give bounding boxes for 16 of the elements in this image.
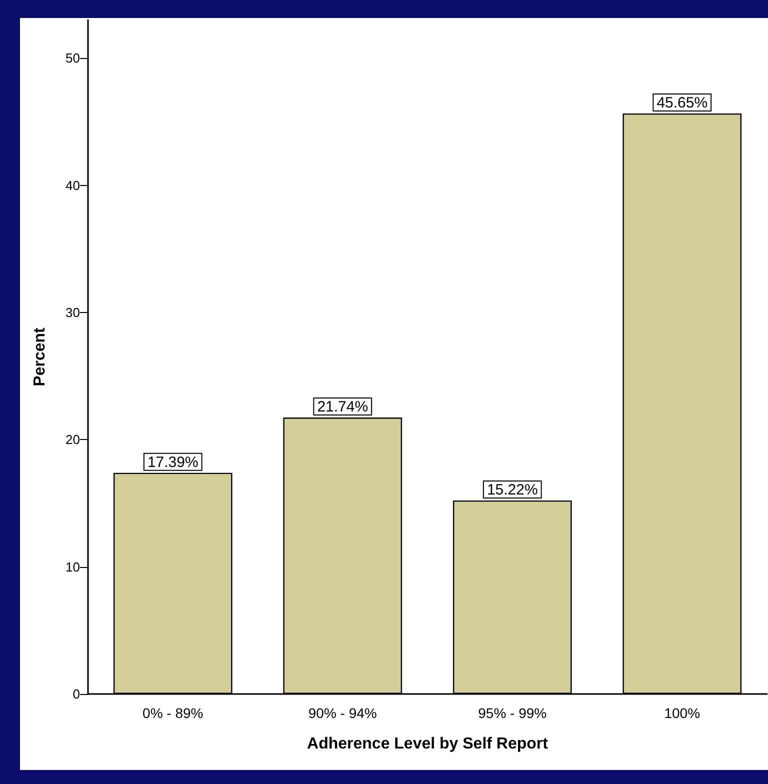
data-label: 45.65%: [656, 94, 708, 112]
x-axis-title: Adherence Level by Self Report: [307, 736, 549, 752]
y-tick-label: 0: [72, 686, 80, 702]
y-tick-label: 40: [66, 178, 80, 193]
x-tick-label: 95% - 99%: [478, 705, 547, 721]
data-label: 21.74%: [317, 398, 368, 416]
x-tick-label: 0% - 89%: [142, 705, 204, 721]
x-tick-label: 90% - 94%: [308, 705, 377, 721]
data-label: 17.39%: [147, 454, 198, 471]
y-tick-label: 50: [66, 50, 80, 66]
y-axis-title: Percent: [32, 326, 48, 386]
y-tick-label: 30: [66, 304, 80, 320]
x-tick-label: 100%: [664, 705, 700, 721]
y-tick-label: 20: [66, 432, 80, 448]
data-label: 15.22%: [486, 481, 538, 498]
y-tick-label: 10: [66, 559, 80, 574]
